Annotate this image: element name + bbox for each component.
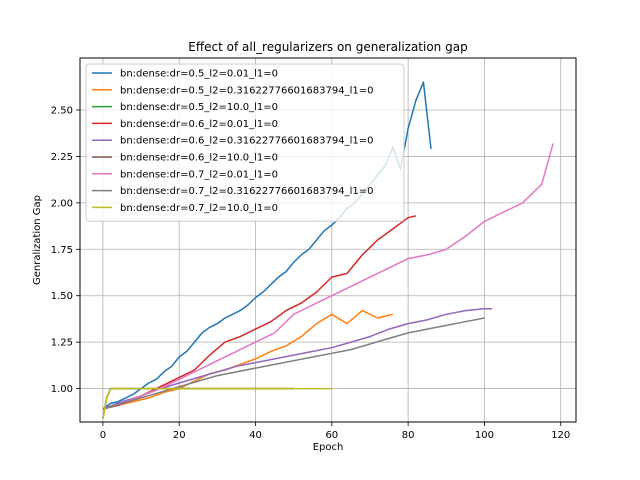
y-tick-label: 2.50 [51, 106, 73, 117]
legend-label: bn:dense:dr=0.6_l2=0.31622776601683794_l… [120, 136, 373, 147]
x-tick-label: 100 [475, 430, 494, 441]
x-tick-label: 120 [551, 430, 570, 441]
x-tick-label: 40 [249, 430, 262, 441]
x-tick-label: 0 [100, 430, 106, 441]
series-line-3 [102, 387, 294, 419]
legend-label: bn:dense:dr=0.6_l2=10.0_l1=0 [120, 153, 278, 164]
y-tick-label: 2.00 [51, 198, 73, 209]
series-line-7 [102, 143, 554, 410]
legend-label: bn:dense:dr=0.7_l2=0.31622776601683794_l… [120, 186, 373, 197]
legend-label: bn:dense:dr=0.5_l2=0.31622776601683794_l… [120, 85, 373, 96]
series-line-8 [102, 317, 485, 410]
chart-title: Effect of all_regularizers on generaliza… [188, 40, 467, 54]
series-line-2 [102, 309, 394, 410]
legend-label: bn:dense:dr=0.5_l2=0.01_l1=0 [120, 69, 278, 80]
y-tick-label: 2.25 [51, 152, 73, 163]
legend-label: bn:dense:dr=0.5_l2=10.0_l1=0 [120, 102, 278, 113]
legend-box [85, 63, 405, 222]
x-axis-label: Epoch [313, 442, 344, 453]
x-tick-label: 80 [402, 430, 415, 441]
y-axis-label: Genralization Gap [32, 195, 43, 285]
x-tick-label: 60 [325, 430, 338, 441]
y-tick-label: 1.50 [51, 291, 73, 302]
y-tick-label: 1.75 [51, 245, 73, 256]
x-tick-label: 20 [173, 430, 186, 441]
series-line-9 [102, 387, 332, 419]
legend-label: bn:dense:dr=0.7_l2=0.01_l1=0 [120, 169, 278, 180]
axis-ticks: 0 20 40 60 80 100 120 1.00 1.25 1.50 1.75 2.00 2.25 2… [51, 106, 571, 442]
series-line-6 [102, 387, 294, 419]
legend-label: bn:dense:dr=0.6_l2=0.01_l1=0 [120, 119, 278, 130]
y-tick-label: 1.25 [51, 338, 73, 349]
series-line-4 [102, 215, 416, 410]
legend-label: bn:dense:dr=0.7_l2=10.0_l1=0 [120, 203, 278, 214]
plot-frame [79, 57, 577, 423]
series-line-5 [102, 307, 493, 410]
y-tick-label: 1.00 [51, 384, 73, 395]
legend: bn:dense:dr=0.5_l2=0.01_l1=0 bn:dense:dr=… [85, 63, 405, 222]
